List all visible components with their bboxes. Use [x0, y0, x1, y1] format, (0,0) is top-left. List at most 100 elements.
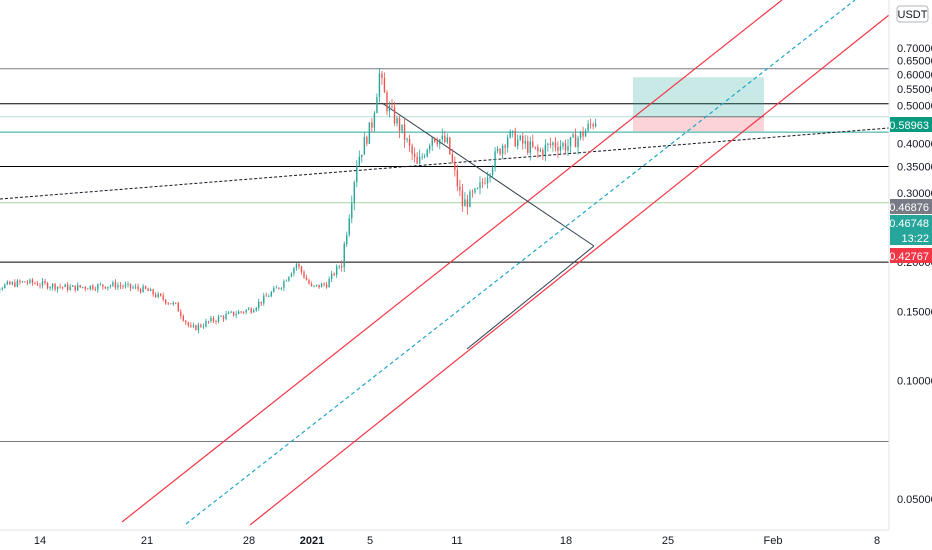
candle-body [185, 320, 187, 323]
candle-body [426, 149, 428, 157]
candle-body [594, 123, 597, 127]
candle-body [554, 142, 557, 148]
dotted-trend-line[interactable] [0, 127, 890, 200]
candle-body [162, 295, 164, 300]
candle-body [466, 199, 469, 207]
candle-body [325, 284, 328, 288]
triangle-lower-line[interactable] [466, 245, 595, 350]
candle-body [484, 182, 486, 184]
time-tick-label: 21 [141, 535, 153, 547]
channel-lower-line[interactable] [249, 14, 890, 526]
candle-body [436, 141, 438, 145]
candle-body [464, 199, 466, 207]
candle-body [225, 313, 227, 319]
candle-body [94, 289, 97, 290]
candle-body [167, 303, 169, 305]
candle-body [335, 266, 338, 275]
candle-body [413, 153, 416, 157]
candle-body [270, 292, 273, 297]
candle-body [308, 280, 310, 284]
candle-body [170, 303, 172, 305]
candle-body [11, 282, 14, 285]
candle-body [401, 124, 403, 131]
candle-body [506, 137, 509, 148]
candle-body [283, 281, 285, 288]
candle-body [333, 273, 335, 275]
candle-body [84, 287, 86, 289]
time-tick-label: 25 [662, 535, 674, 547]
candle-body [318, 284, 320, 288]
candle-body [278, 287, 280, 289]
candle-body [572, 134, 574, 138]
candle-body [34, 283, 36, 284]
position-stop-zone[interactable] [633, 116, 764, 132]
candle-body [212, 317, 215, 322]
candle-body [172, 302, 174, 305]
candle-body [89, 285, 91, 290]
candle-body [429, 145, 431, 150]
candle-body [122, 286, 124, 287]
candle-body [418, 156, 421, 164]
plot-area [0, 0, 890, 526]
channel-upper-line[interactable] [121, 0, 783, 523]
candle-body [59, 286, 61, 288]
candle-body [522, 135, 524, 144]
candle-body [104, 286, 107, 289]
price-tag[interactable] [890, 230, 932, 245]
triangle-upper-line[interactable] [381, 102, 595, 247]
candle-body [501, 145, 504, 155]
candle-body [371, 122, 373, 128]
candle-body [356, 165, 358, 183]
candle-body [381, 73, 383, 78]
candle-body [127, 283, 129, 285]
candle-body [559, 146, 562, 151]
candle-body [476, 188, 479, 190]
time-tick-label: 18 [560, 535, 572, 547]
candle-body [66, 284, 69, 290]
candle-body [227, 312, 230, 314]
candle-body [569, 137, 572, 147]
position-target-zone[interactable] [633, 77, 764, 117]
candle-body [300, 266, 303, 273]
candle-body [431, 137, 433, 146]
candle-body [152, 289, 154, 295]
candle-body [210, 317, 212, 322]
price-tag-label: 0.42767 [889, 251, 929, 263]
candle-body [19, 280, 21, 283]
candle-body [87, 288, 89, 290]
currency-label: USDT [898, 9, 928, 21]
candle-body [288, 276, 290, 281]
candle-body [361, 154, 363, 157]
channel-midline[interactable] [185, 0, 856, 525]
price-tag[interactable] [890, 215, 932, 230]
candle-body [132, 287, 134, 289]
candle-body [549, 143, 552, 146]
candle-body [51, 283, 54, 288]
candle-body [200, 324, 202, 327]
candle-body [351, 202, 353, 219]
candle-body [247, 308, 250, 310]
candle-body [129, 283, 132, 288]
candle-body [202, 326, 205, 328]
price-tag[interactable] [890, 248, 932, 263]
price-tag[interactable] [890, 117, 932, 132]
currency-badge[interactable] [896, 5, 929, 23]
candle-body [408, 139, 411, 146]
candle-body [205, 321, 207, 327]
candle-body [368, 122, 371, 144]
candle-body [237, 311, 240, 315]
candle-body [481, 182, 484, 184]
price-axis[interactable]: 0.700000.650000.600000.550000.500000.450… [888, 0, 932, 550]
price-tag[interactable] [890, 199, 932, 214]
candle-body [320, 283, 323, 288]
candle-body [403, 124, 406, 141]
time-axis[interactable]: 14 21 28 2021 5 11 18 25 Feb 8 [0, 529, 889, 547]
candle-body [26, 282, 29, 284]
